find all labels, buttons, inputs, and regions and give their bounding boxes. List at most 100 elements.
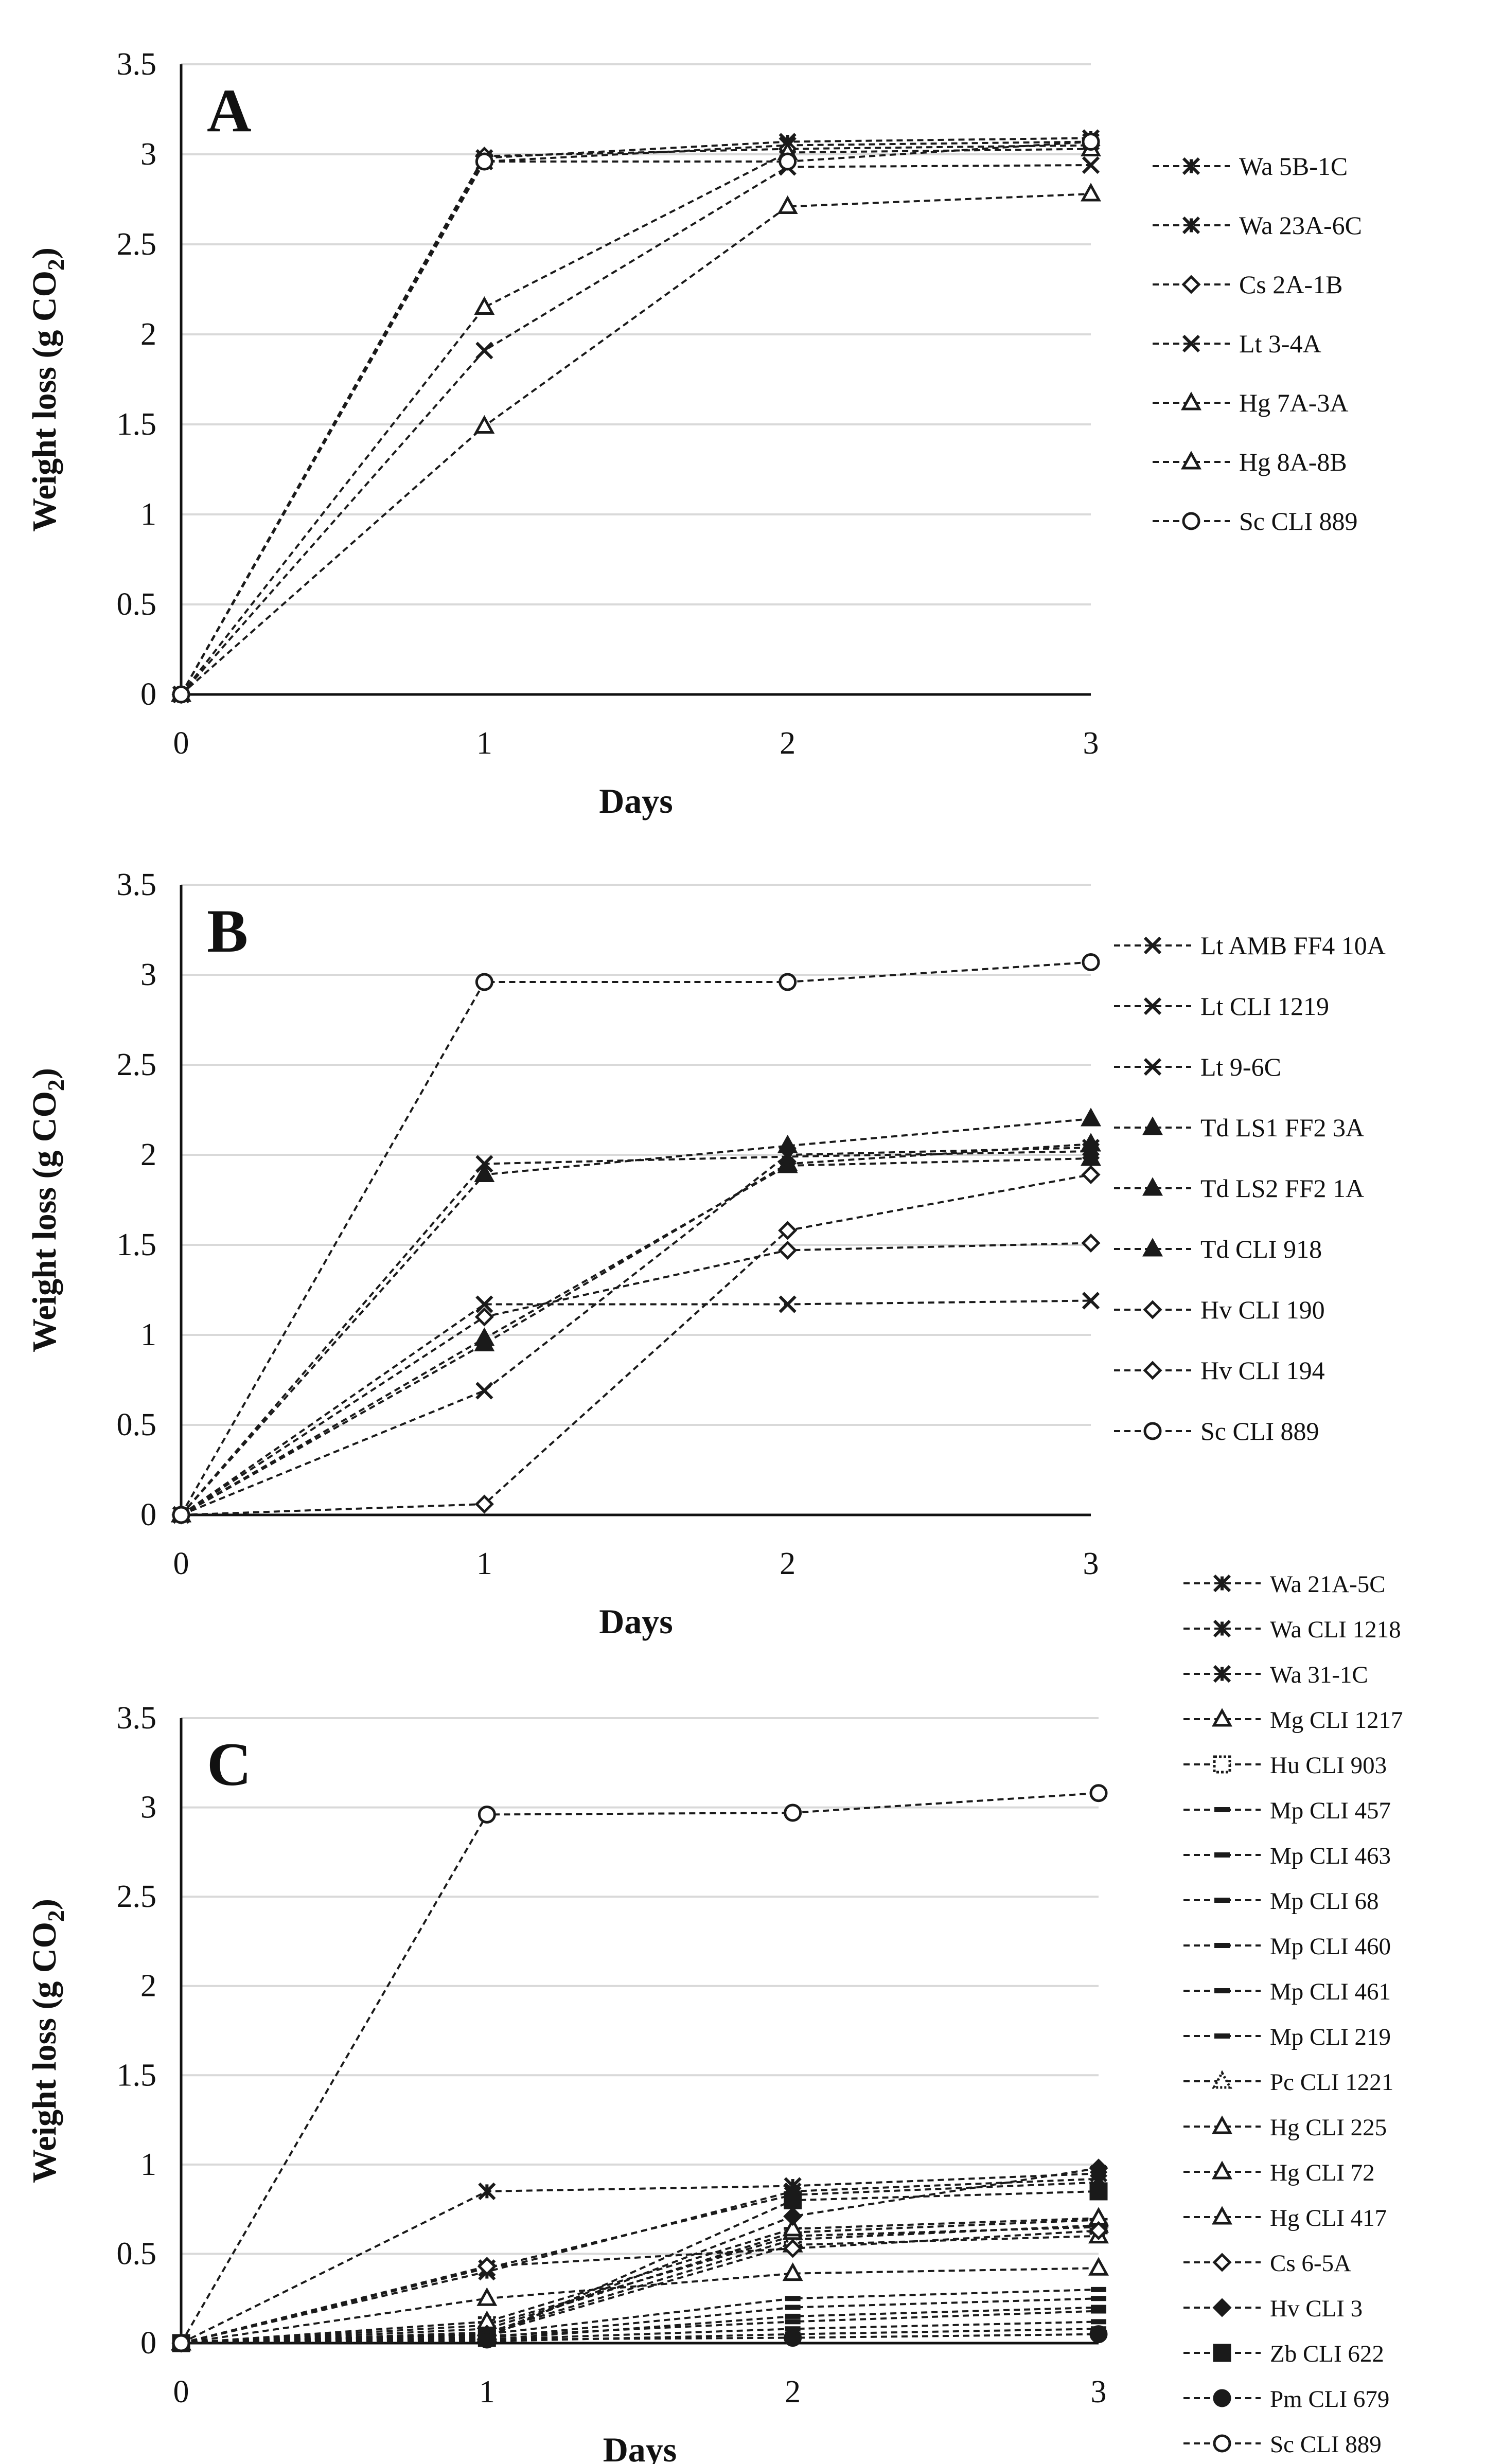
legend-item: Lt 3-4A (1153, 329, 1321, 358)
x-tick-label: 3 (1091, 2374, 1107, 2409)
data-point (780, 1297, 795, 1312)
legend-marker (1214, 2436, 1230, 2451)
figure: 00.511.522.533.50 1 2 3DaysWeight loss (g C… (0, 0, 1485, 2464)
legend-label: Hv CLI 190 (1200, 1295, 1325, 1324)
legend-item: Mp CLI 68 (1183, 1888, 1379, 1915)
series-7 (173, 2309, 1106, 2346)
series-line (181, 2168, 1099, 2343)
series-19 (173, 1785, 1106, 2351)
data-point (476, 299, 493, 314)
series-line (181, 2225, 1099, 2343)
legend-label: Mp CLI 68 (1270, 1888, 1379, 1915)
y-tick-label: 2 (140, 317, 156, 352)
x-tick-label: 3 (1083, 726, 1099, 761)
data-point (1091, 2184, 1106, 2199)
panel-a: 00.511.522.533.50 1 2 3DaysWeight loss (g C… (26, 47, 1362, 820)
y-tick-label: 3 (140, 957, 156, 992)
legend-item: Wa 31-1C (1183, 1662, 1368, 1688)
y-tick-label: 0 (140, 2326, 156, 2361)
data-point (785, 2192, 801, 2208)
data-point (1083, 186, 1099, 201)
legend-label: Lt AMB FF4 10A (1200, 931, 1386, 960)
data-point (479, 2184, 494, 2199)
data-point (785, 2330, 801, 2346)
legend-marker (1145, 1302, 1160, 1317)
legend-label: Td LS2 FF2 1A (1200, 1174, 1364, 1203)
data-point (173, 2335, 189, 2351)
legend-marker (1214, 1943, 1230, 1948)
legend-item: Cs 6-5A (1183, 2250, 1351, 2277)
series-line (181, 2220, 1099, 2343)
data-point (785, 2265, 801, 2280)
data-point (1091, 2309, 1106, 2314)
series-1 (173, 131, 1099, 703)
data-point (1083, 134, 1099, 150)
data-point (785, 2314, 801, 2319)
x-tick-label: 1 (476, 726, 492, 761)
panel-label: C (207, 1730, 252, 1798)
y-axis-label-main: Weight loss (g CO (26, 271, 63, 532)
y-tick-label: 1 (140, 2147, 156, 2182)
legend-item: Mp CLI 463 (1183, 1843, 1391, 1869)
data-point (785, 2319, 801, 2324)
data-point (1083, 1111, 1099, 1126)
data-point (1083, 1236, 1099, 1251)
data-point (780, 974, 795, 990)
y-axis-label-subscript: 2 (43, 259, 69, 271)
series-5 (173, 186, 1099, 701)
y-tick-label: 3.5 (117, 1701, 157, 1736)
data-point (476, 1383, 492, 1399)
legend-label: Hv CLI 3 (1270, 2295, 1363, 2322)
legend-label: Hg CLI 72 (1270, 2159, 1375, 2186)
legend-label: Pc CLI 1221 (1270, 2069, 1393, 2096)
series-4 (173, 140, 1099, 701)
x-tick-label: 2 (785, 2374, 801, 2409)
legend-label: Mp CLI 457 (1270, 1797, 1391, 1824)
data-point (785, 2209, 801, 2224)
legend-item: Mp CLI 457 (1183, 1797, 1391, 1824)
legend-label: Mp CLI 219 (1270, 2024, 1391, 2050)
series-3 (173, 1111, 1099, 1522)
data-point (1090, 2260, 1107, 2275)
y-tick-label: 1 (140, 497, 156, 532)
legend-marker (1145, 1423, 1160, 1439)
data-point (1083, 955, 1099, 970)
series-line (181, 2179, 1099, 2343)
x-tick-label: 0 (173, 726, 189, 761)
series-0 (173, 1144, 1099, 1523)
y-tick-label: 3 (140, 137, 156, 172)
series-8 (173, 955, 1099, 1523)
legend-marker (1183, 454, 1199, 469)
y-axis-label-main: Weight loss (g CO (26, 1922, 63, 2183)
series-line (181, 2191, 1099, 2343)
legend-marker (1214, 2209, 1230, 2224)
legend-item: Lt 9-6C (1114, 1052, 1281, 1081)
legend-item: Td CLI 918 (1114, 1235, 1322, 1263)
series-2 (173, 138, 1099, 703)
panel-c: 00.511.522.533.50 1 2 3DaysWeight loss (g C… (26, 1571, 1403, 2464)
legend-item: Hg CLI 225 (1183, 2114, 1387, 2141)
legend-marker (1214, 2300, 1230, 2315)
data-point (479, 1807, 494, 1822)
legend-marker (1144, 1241, 1161, 1256)
data-point (785, 2296, 801, 2301)
y-tick-label: 1.5 (117, 1227, 157, 1262)
series-13 (173, 2211, 1107, 2349)
legend-label: Mg CLI 1217 (1270, 1707, 1403, 1734)
legend-label: Lt CLI 1219 (1200, 992, 1329, 1021)
x-axis-label: Days (603, 2430, 677, 2464)
series-4 (173, 1136, 1099, 1522)
legend-label: Hg CLI 417 (1270, 2205, 1387, 2231)
data-point (173, 1507, 189, 1523)
y-axis-label-main: Weight loss (g CO (26, 1091, 63, 1352)
legend-item: Td LS2 FF2 1A (1114, 1174, 1364, 1203)
legend-marker (1144, 1119, 1161, 1134)
y-axis-label: Weight loss (g CO2) (26, 1899, 69, 2183)
y-axis-label-end: ) (26, 247, 63, 259)
legend-label: Wa CLI 1218 (1270, 1616, 1401, 1643)
y-tick-label: 1.5 (117, 407, 157, 442)
legend-marker (1145, 1363, 1160, 1378)
data-point (1091, 2319, 1106, 2324)
series-line (181, 1175, 1091, 1515)
series-line (181, 1148, 1091, 1515)
